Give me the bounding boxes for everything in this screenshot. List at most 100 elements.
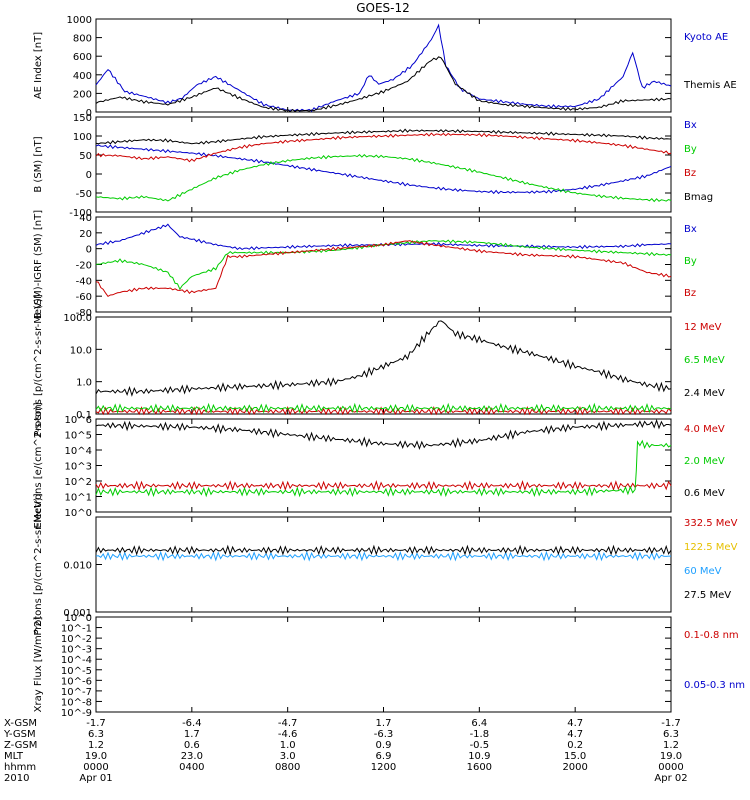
y-tick-label: 10^-6	[61, 676, 92, 687]
y-tick-label: 20	[79, 229, 92, 240]
y-tick-label: 10^-7	[61, 687, 92, 698]
y-tick-label: 10^-1	[61, 624, 92, 635]
series-line-themis-ae	[95, 56, 672, 113]
legend-entry: 27.5 MeV	[684, 590, 731, 601]
x-row-value: 1.7	[184, 729, 200, 740]
y-axis-label: Protons [p/(cm^2-s-sr-MeV)]	[33, 294, 44, 436]
panel-frame	[95, 418, 672, 513]
panel-5: 10^0 10^1 10^2 10^3 10^4 10^5 10^6 Electrons [e…	[33, 402, 725, 528]
y-tick-label: -80	[76, 308, 92, 319]
x-row-value: 1.2	[663, 740, 679, 751]
series-line-4-0-mev	[95, 480, 672, 492]
x-row-value: -1.7	[661, 718, 681, 729]
series-line-27-5-mev	[95, 544, 672, 556]
x-row-value: 6.9	[376, 751, 392, 762]
y-tick-label: 0	[86, 170, 92, 181]
legend-entry: Bx	[684, 120, 697, 131]
y-axis-label: Electrons [e/(cm^2-s-sr)]	[33, 402, 44, 528]
x-row-value: -6.4	[182, 718, 202, 729]
x-row-value: -1.8	[470, 729, 490, 740]
y-axis-label: B (SM) [nT]	[33, 136, 44, 192]
y-tick-label: 1000	[67, 15, 92, 26]
legend-entry: 60 MeV	[684, 566, 722, 577]
x-row-value: 6.3	[88, 729, 104, 740]
series-line-0-6-mev	[95, 418, 672, 450]
y-tick-label: -60	[76, 292, 92, 303]
x-row-value: 0.2	[567, 740, 583, 751]
x-row-value: 1.7	[376, 718, 392, 729]
y-tick-label: 10^0	[65, 613, 92, 624]
y-tick-label: 100	[73, 132, 92, 143]
series-line-bz	[95, 132, 672, 163]
x-row-value: -1.7	[86, 718, 106, 729]
y-tick-label: 0.1	[76, 410, 92, 421]
panel-3: -80 -60 -40 -20 0 20 40 B (SM)-IGRF (SM) [nT] Bx…	[33, 210, 697, 319]
panel-frame	[95, 316, 672, 415]
series-line-bmag	[95, 128, 672, 145]
x-row-label: Y-GSM	[3, 729, 36, 740]
series-line-kyoto-ae	[95, 23, 672, 113]
x-row-value: 10.9	[468, 751, 490, 762]
y-tick-label: -40	[76, 276, 92, 287]
series-line-by	[95, 239, 672, 291]
legend-entry: 2.0 MeV	[684, 456, 725, 467]
legend-entry: 12 MeV	[684, 322, 722, 333]
series-line-2-4-mev	[95, 320, 672, 397]
legend-entry: 0.1-0.8 nm	[684, 630, 739, 641]
panel-2: -100 -50 0 50 100 150 B (SM) [nT] Bx By Bz Bmag	[33, 113, 713, 219]
x-row-value: Apr 02	[654, 773, 687, 784]
x-row-label: hhmm	[4, 762, 36, 773]
legend-entry: Bz	[684, 168, 696, 179]
x-row-value: Apr 01	[79, 773, 112, 784]
x-row-value: -4.7	[278, 718, 298, 729]
x-row-value: 15.0	[564, 751, 586, 762]
y-tick-label: 10^-3	[61, 645, 92, 656]
panel-frame	[95, 616, 672, 713]
y-tick-label: 400	[73, 71, 92, 82]
x-row-value: 6.4	[471, 718, 487, 729]
legend-entry: 2.4 MeV	[684, 388, 725, 399]
legend-entry: Themis AE	[683, 80, 737, 91]
x-row-value: 6.3	[663, 729, 679, 740]
y-axis-label: Protons [p/(cm^2-s-sr-MeV)]	[33, 493, 44, 635]
x-row-label: Z-GSM	[4, 740, 37, 751]
y-tick-label: 0.001	[63, 608, 92, 619]
x-row-value: 19.0	[660, 751, 682, 762]
plot-title: GOES-12	[356, 1, 410, 15]
y-tick-label: 10^-4	[61, 655, 92, 666]
y-tick-label: 1.0	[76, 378, 92, 389]
panel-7: 10^-910^-810^-710^-610^-510^-410^-310^-2…	[33, 613, 745, 719]
x-row-value: 0800	[275, 762, 300, 773]
x-row-value: 0.9	[376, 740, 392, 751]
y-tick-label: 0	[86, 108, 92, 119]
y-tick-label: -100	[69, 208, 92, 219]
series-line-6-5-mev	[95, 402, 672, 414]
y-tick-label: 600	[73, 52, 92, 63]
x-row-label: X-GSM	[4, 718, 37, 729]
x-row-value: 1600	[467, 762, 492, 773]
y-tick-label: -50	[76, 189, 92, 200]
legend-entry: 0.6 MeV	[684, 488, 725, 499]
y-tick-label: 50	[79, 151, 92, 162]
y-tick-label: 10^1	[65, 493, 92, 504]
x-row-value: -0.5	[470, 740, 490, 751]
series-line-by	[95, 154, 672, 203]
y-tick-label: 150	[73, 113, 92, 124]
x-row-value: 0400	[179, 762, 204, 773]
y-tick-label: 10^5	[65, 431, 92, 442]
y-tick-label: 10^-2	[61, 634, 92, 645]
x-row-value: 0000	[658, 762, 683, 773]
y-tick-label: 10^-8	[61, 697, 92, 708]
y-tick-label: 10^6	[65, 415, 92, 426]
x-row-value: 3.0	[280, 751, 296, 762]
y-tick-label: 10^2	[65, 477, 92, 488]
x-row-value: -6.3	[374, 729, 394, 740]
y-tick-label: 10^-9	[61, 708, 92, 719]
x-row-value: 0000	[83, 762, 108, 773]
y-tick-label: 200	[73, 89, 92, 100]
y-axis-label: AE Index [nT]	[33, 32, 44, 99]
y-tick-label: 10^3	[65, 462, 92, 473]
panel-1: 0 200 400 600 800 1000 AE Index [nT] Kyoto AE Th…	[33, 15, 737, 119]
legend-entry: 0.05-0.3 nm	[684, 680, 745, 691]
x-row-value: 4.7	[567, 729, 583, 740]
